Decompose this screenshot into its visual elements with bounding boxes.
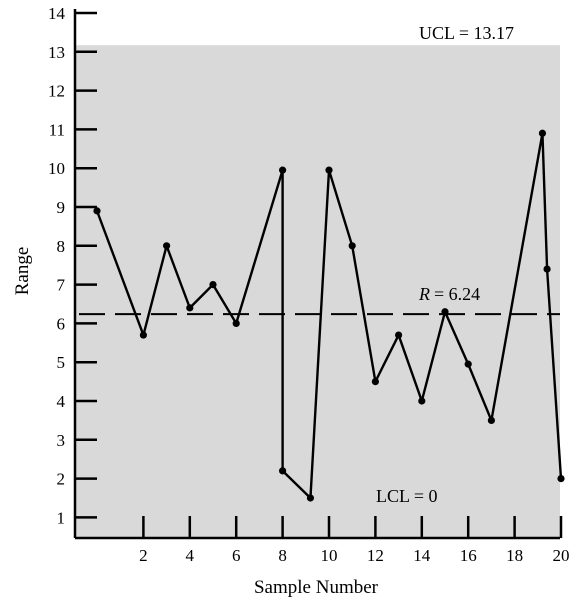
- y-tick-label: 8: [57, 237, 66, 256]
- data-point: [279, 166, 287, 174]
- y-tick-label: 5: [57, 353, 66, 372]
- y-tick-label: 10: [48, 159, 65, 178]
- y-tick-label: 12: [48, 82, 65, 101]
- x-tick-label: 16: [460, 546, 477, 565]
- data-point: [209, 281, 217, 289]
- x-tick-label: 20: [553, 546, 570, 565]
- y-tick-label: 2: [57, 470, 66, 489]
- y-tick-label: 4: [57, 392, 66, 411]
- x-tick-label: 4: [186, 546, 195, 565]
- data-point: [557, 475, 565, 483]
- y-tick-label: 14: [48, 4, 66, 23]
- center-label-symbol: R: [418, 284, 430, 304]
- data-point: [232, 319, 240, 327]
- data-point: [441, 308, 449, 316]
- y-tick-label: 9: [57, 198, 66, 217]
- data-point: [464, 360, 472, 368]
- data-point: [487, 416, 495, 424]
- x-tick-label: 10: [321, 546, 338, 565]
- data-point: [186, 304, 194, 312]
- x-tick-label: 14: [413, 546, 431, 565]
- y-tick-label: 6: [57, 314, 66, 333]
- series-layer: [93, 129, 565, 502]
- data-point: [279, 467, 287, 475]
- x-tick-label: 18: [506, 546, 523, 565]
- data-point: [418, 397, 426, 405]
- y-tick-label: 7: [57, 276, 66, 295]
- data-point: [538, 129, 547, 137]
- x-tick-label: 12: [367, 546, 384, 565]
- x-axis-title: Sample Number: [254, 577, 379, 598]
- y-tick-label: 11: [49, 120, 65, 139]
- center-label: R = 6.24: [418, 284, 480, 304]
- data-point: [371, 378, 379, 386]
- data-point: [325, 166, 333, 174]
- lcl-label: LCL = 0: [376, 486, 437, 506]
- center-label-value: = 6.24: [434, 284, 480, 304]
- x-tick-label: 6: [232, 546, 241, 565]
- series-line: [95, 132, 563, 500]
- data-point: [139, 331, 147, 339]
- data-point: [348, 242, 356, 250]
- y-axis-title: Range: [12, 247, 33, 296]
- y-tick-label: 3: [57, 431, 66, 450]
- data-point: [306, 494, 315, 502]
- x-tick-label: 8: [278, 546, 287, 565]
- ucl-label: UCL = 13.17: [419, 23, 514, 43]
- control-band: [75, 45, 560, 538]
- data-point: [395, 331, 403, 339]
- y-tick-label: 1: [57, 508, 66, 527]
- data-point: [163, 242, 171, 250]
- data-point: [543, 265, 551, 273]
- y-tick-label: 13: [48, 43, 65, 62]
- data-point: [93, 207, 101, 215]
- x-tick-label: 2: [139, 546, 148, 565]
